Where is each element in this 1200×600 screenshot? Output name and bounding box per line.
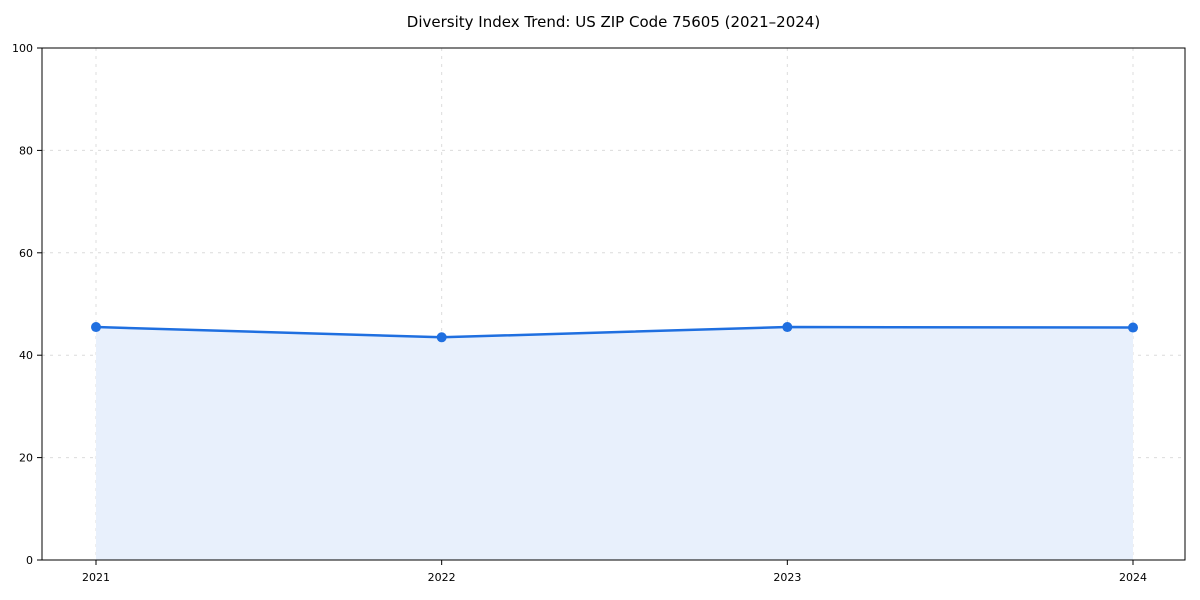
x-tick-label: 2021 <box>82 571 110 584</box>
x-tick-label: 2022 <box>428 571 456 584</box>
area-fill <box>96 327 1133 560</box>
y-tick-label: 40 <box>19 349 33 362</box>
data-point-marker <box>436 332 447 343</box>
y-tick-label: 20 <box>19 452 33 465</box>
x-tick-label: 2024 <box>1119 571 1147 584</box>
data-point-marker <box>782 322 793 333</box>
y-tick-label: 0 <box>26 554 33 567</box>
plot-border <box>41 47 1186 561</box>
trend-line <box>94 325 1135 339</box>
data-point-marker <box>91 322 101 333</box>
y-tick-label: 60 <box>19 247 33 260</box>
y-tick-label: 80 <box>19 144 33 157</box>
y-tick-label: 100 <box>12 42 33 55</box>
data-point-marker <box>1128 322 1138 333</box>
x-tick-label: 2023 <box>773 571 801 584</box>
chart-title: Diversity Index Trend: US ZIP Code 75605… <box>406 13 821 31</box>
